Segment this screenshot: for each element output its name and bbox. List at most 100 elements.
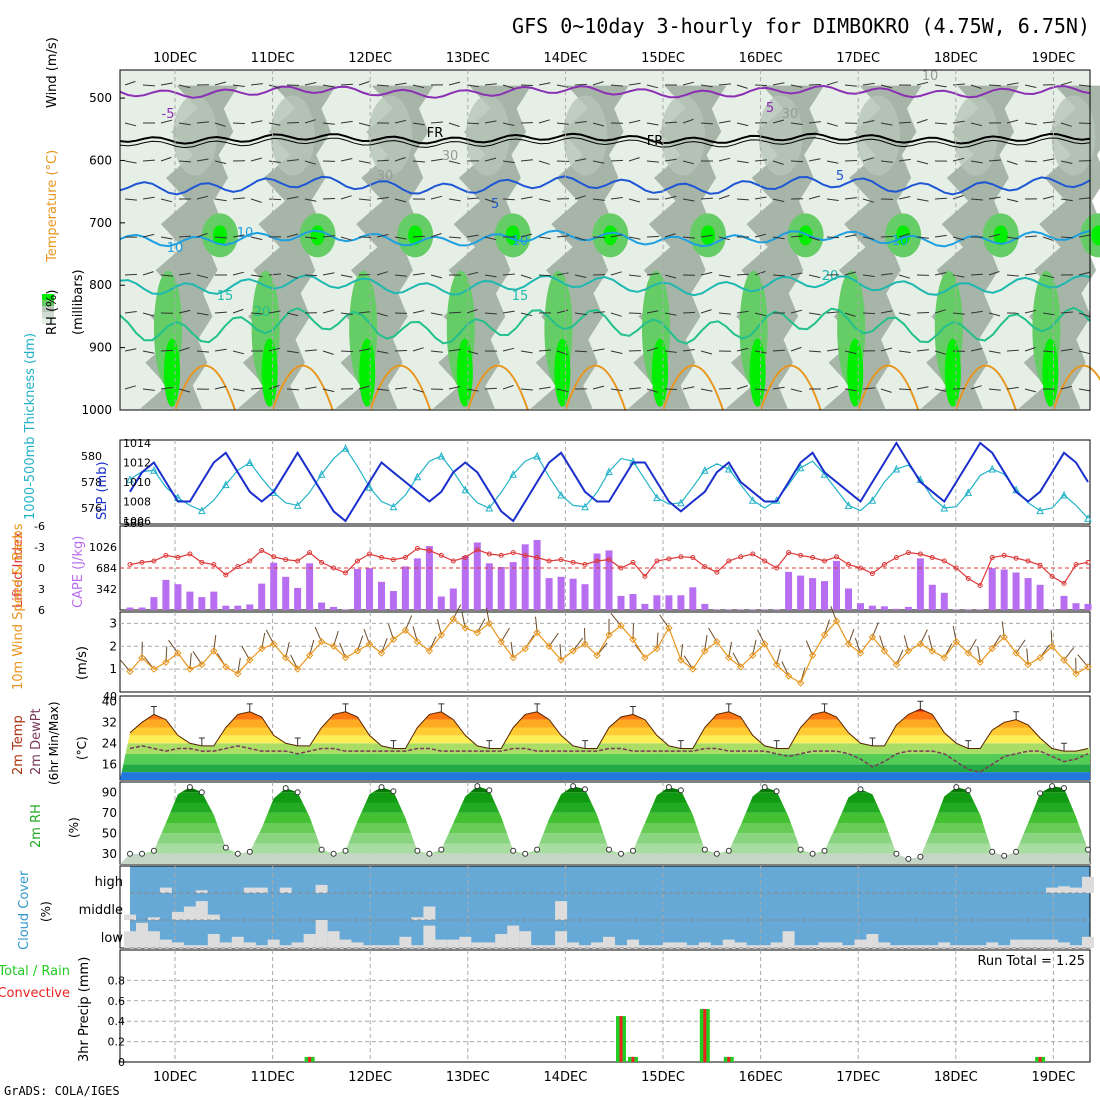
wind-barb [448,81,461,86]
date-label-bottom: 13DEC [446,1070,490,1085]
li-point [283,557,289,563]
wind-barb [556,309,569,314]
cape-bar [892,608,900,610]
cape-bar [593,553,601,610]
li-point [893,555,899,560]
wind-barbs-upper [124,80,1092,393]
wind-barb [304,82,317,86]
rh-point [606,846,612,853]
li-point [738,554,744,560]
thickness-point [150,466,158,474]
wind-barb [340,158,353,162]
rh-point [917,853,924,860]
cloud-bar [279,887,292,893]
cloud-bar [291,942,304,948]
wind-barb [322,350,334,355]
rh-bright-fill [554,338,571,407]
wind-barb [592,122,605,127]
wind-barb [538,236,551,240]
wind-barb [718,274,731,278]
wind-barb [286,122,300,124]
cloud-bar [938,942,951,948]
li-point [558,557,564,563]
wind-barb [664,274,677,279]
wind-barb-10m [610,612,622,627]
wind-barb [466,84,479,88]
run-total: Run Total = 1.25 [977,954,1085,969]
rh-point [246,848,253,855]
li-point [726,558,732,564]
wind-barb [214,236,227,239]
wind-barb [268,84,280,89]
li-point [965,576,971,581]
wind-barb [952,388,966,390]
rh-bright-fill [944,338,961,407]
cloud-bar [267,939,280,948]
wind-barb [592,311,605,314]
wind-barb [844,388,857,392]
wind-barb [214,311,227,314]
cape-bar [509,562,517,610]
cape-bar [1024,578,1032,610]
wind-barb [376,84,389,87]
wind-barb [1060,348,1073,352]
wind-barb [844,197,857,200]
cloud-bar [315,884,328,893]
cape-bar [964,609,972,610]
wind-barb [556,160,570,162]
wind-barb-10m [1063,647,1075,661]
cloud-bar [1046,939,1059,948]
cape-bar [845,588,852,610]
wind-barb [754,388,767,391]
thickness-point [341,444,350,452]
wind-speed-point [772,660,781,669]
thickness-point [892,464,901,473]
wind-speed-point [617,621,625,630]
thickness-point [748,496,757,504]
wind-speed-point [844,640,853,648]
wind-speed-point [425,647,434,655]
wind-barb [718,157,731,162]
temp-band [120,735,1090,744]
wind-barb [664,350,677,353]
li-point [1049,573,1055,579]
wind-barb [502,84,514,89]
precip-tick-label: 0.8 [108,974,126,987]
wind-barb [988,196,1001,200]
rh-contour-fill [270,95,315,176]
wind-barb [772,236,785,240]
wind-speed-point [485,619,494,628]
cape-bar [401,566,409,610]
wind-barb [286,388,299,391]
rh-band [120,833,1090,844]
precip-convective-bar [1038,1056,1042,1062]
wind-barb [772,198,785,203]
wind-barb [1024,388,1037,393]
wind-barb [1042,195,1055,200]
wind-barb [340,195,352,200]
cape-bar [928,584,936,610]
wind-barb [160,198,173,203]
rh-point [893,850,900,857]
wind-barb [304,386,317,390]
rh-contour-fill [465,95,510,176]
wind-barb [502,385,514,390]
wind-barb [610,350,623,354]
wind-barb [322,198,336,200]
cloud-bar [1034,939,1047,948]
rh-bright-fill [261,338,278,407]
wind-speed-point [174,649,182,657]
thickness-point [1036,506,1044,515]
rh-point [773,788,780,795]
wind-speed-point [293,665,302,673]
cape-bar [378,581,385,610]
wind-barb [574,274,587,278]
isotherm-line [119,132,1091,145]
thickness-point [509,470,518,478]
li-point [762,558,768,564]
wind-barb [880,310,893,314]
cloud-bar [890,945,903,948]
cloud-bar [159,939,172,948]
wind-barb [664,158,677,162]
wind-speed-point [928,647,937,655]
